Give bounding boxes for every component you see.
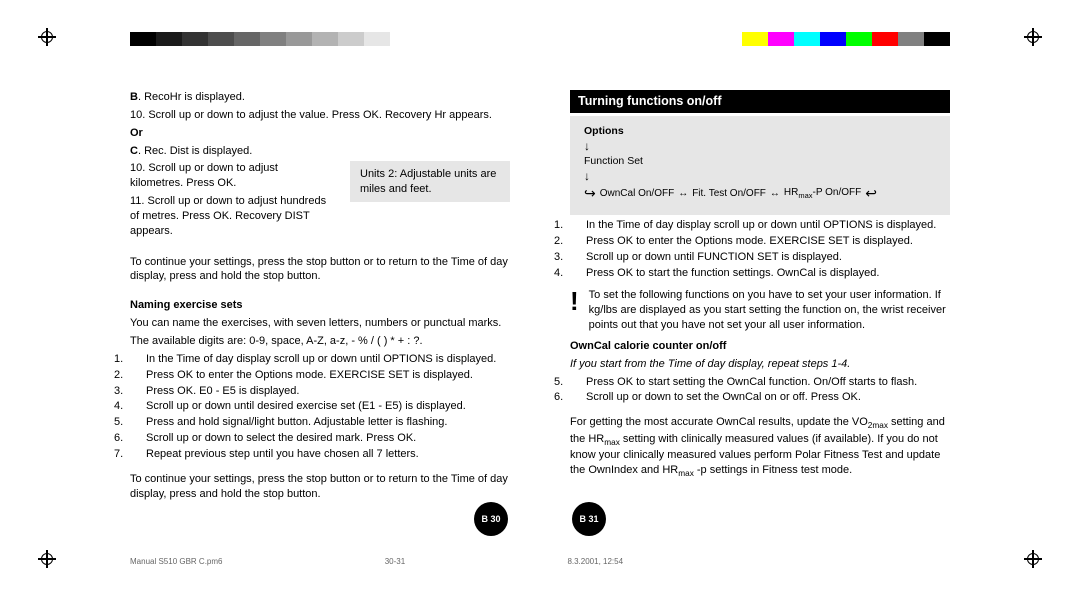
diagram-node: HRmax-P On/OFF bbox=[784, 186, 861, 202]
swatch bbox=[130, 32, 156, 46]
registration-mark-icon bbox=[38, 550, 56, 568]
list-item: 2.Press OK to enter the Options mode. EX… bbox=[146, 368, 510, 383]
warning-block: ! To set the following functions on you … bbox=[570, 288, 950, 336]
diagram-node: Fit. Test On/OFF bbox=[692, 187, 766, 201]
numbered-list: 5.Press OK to start setting the OwnCal f… bbox=[570, 375, 950, 406]
body-text: If you start from the Time of day displa… bbox=[570, 357, 950, 372]
left-column: B. RecoHr is displayed. 10. Scroll up or… bbox=[130, 90, 510, 504]
list-item: 4.Scroll up or down until desired exerci… bbox=[146, 399, 510, 414]
list-item: 1.In the Time of day display scroll up o… bbox=[146, 352, 510, 367]
body-text: Or bbox=[130, 126, 510, 141]
content-columns: B. RecoHr is displayed. 10. Scroll up or… bbox=[130, 90, 950, 504]
page-number-badge: B 31 bbox=[572, 502, 606, 536]
list-item: 1.In the Time of day display scroll up o… bbox=[586, 218, 950, 233]
body-text: You can name the exercises, with seven l… bbox=[130, 316, 510, 331]
swatch bbox=[846, 32, 872, 46]
swatch bbox=[234, 32, 260, 46]
footer-metadata: Manual S510 GBR C.pm6 30-31 8.3.2001, 12… bbox=[130, 557, 783, 566]
down-arrow-icon: ↓ bbox=[584, 142, 936, 152]
color-calibration-bar bbox=[716, 32, 950, 46]
list-item: 6.Scroll up or down to set the OwnCal on… bbox=[586, 390, 950, 405]
swatch bbox=[716, 32, 742, 46]
registration-mark-icon bbox=[1024, 28, 1042, 46]
footer-time: 8.3.2001, 12:54 bbox=[567, 557, 623, 566]
swatch bbox=[208, 32, 234, 46]
list-item: 6.Scroll up or down to select the desire… bbox=[146, 431, 510, 446]
swatch bbox=[364, 32, 390, 46]
list-item: 5.Press and hold signal/light button. Ad… bbox=[146, 415, 510, 430]
list-item: 4.Press OK to start the function setting… bbox=[586, 266, 950, 281]
list-item: 7.Repeat previous step until you have ch… bbox=[146, 447, 510, 462]
swatch bbox=[872, 32, 898, 46]
swatch bbox=[286, 32, 312, 46]
double-arrow-icon: ↔ bbox=[678, 187, 688, 201]
loop-arrow-icon: ↪ bbox=[584, 184, 596, 204]
exclamation-icon: ! bbox=[570, 288, 579, 333]
right-column: Turning functions on/off Options ↓ Funct… bbox=[570, 90, 950, 504]
body-text: The available digits are: 0-9, space, A-… bbox=[130, 334, 510, 349]
list-item: 3.Scroll up or down until FUNCTION SET i… bbox=[586, 250, 950, 265]
options-diagram-box: Options ↓ Function Set ↓ ↪ OwnCal On/OFF… bbox=[570, 116, 950, 215]
body-text: 10. Scroll up or down to adjust the valu… bbox=[130, 108, 510, 123]
swatch bbox=[898, 32, 924, 46]
body-text: To continue your settings, press the sto… bbox=[130, 255, 510, 285]
double-arrow-icon: ↔ bbox=[770, 187, 780, 201]
list-item: 2.Press OK to enter the Options mode. EX… bbox=[586, 234, 950, 249]
footer-pages: 30-31 bbox=[385, 557, 405, 566]
page-numbers: B 30 B 31 bbox=[0, 502, 1080, 536]
list-item: 3.Press OK. E0 - E5 is displayed. bbox=[146, 384, 510, 399]
subheading: OwnCal calorie counter on/off bbox=[570, 339, 950, 354]
body-text: 10. Scroll up or down to adjust kilometr… bbox=[130, 161, 332, 191]
swatch bbox=[156, 32, 182, 46]
body-text: For getting the most accurate OwnCal res… bbox=[570, 415, 950, 479]
swatch bbox=[312, 32, 338, 46]
body-text: B. RecoHr is displayed. bbox=[130, 90, 510, 105]
page-number-badge: B 30 bbox=[474, 502, 508, 536]
diagram-flow: ↪ OwnCal On/OFF ↔ Fit. Test On/OFF ↔ HRm… bbox=[584, 184, 936, 204]
swatch bbox=[338, 32, 364, 46]
numbered-list: 1.In the Time of day display scroll up o… bbox=[130, 352, 510, 462]
swatch bbox=[820, 32, 846, 46]
numbered-list: 1.In the Time of day display scroll up o… bbox=[570, 218, 950, 280]
swatch bbox=[182, 32, 208, 46]
footer-filename: Manual S510 GBR C.pm6 bbox=[130, 557, 223, 566]
swatch bbox=[794, 32, 820, 46]
body-text: C. Rec. Dist is displayed. bbox=[130, 144, 510, 159]
swatch bbox=[390, 32, 416, 46]
diagram-node: OwnCal On/OFF bbox=[600, 187, 674, 201]
body-text: 11. Scroll up or down to adjust hundreds… bbox=[130, 194, 332, 239]
warning-text: To set the following functions on you ha… bbox=[589, 288, 950, 333]
down-arrow-icon: ↓ bbox=[584, 172, 936, 182]
diagram-label: Options bbox=[584, 125, 624, 137]
step-with-infobox: 10. Scroll up or down to adjust kilometr… bbox=[130, 161, 510, 244]
swatch bbox=[742, 32, 768, 46]
swatch bbox=[924, 32, 950, 46]
units-info-box: Units 2: Adjustable units are miles and … bbox=[350, 161, 510, 202]
registration-mark-icon bbox=[38, 28, 56, 46]
diagram-label: Function Set bbox=[584, 154, 936, 169]
swatch bbox=[768, 32, 794, 46]
body-text: To continue your settings, press the sto… bbox=[130, 472, 510, 502]
subheading: Naming exercise sets bbox=[130, 298, 510, 313]
loop-arrow-icon: ↩ bbox=[865, 184, 877, 204]
registration-mark-icon bbox=[1024, 550, 1042, 568]
greyscale-calibration-bar bbox=[130, 32, 416, 46]
swatch bbox=[260, 32, 286, 46]
section-header: Turning functions on/off bbox=[570, 90, 950, 113]
list-item: 5.Press OK to start setting the OwnCal f… bbox=[586, 375, 950, 390]
page-spread: B. RecoHr is displayed. 10. Scroll up or… bbox=[0, 0, 1080, 596]
